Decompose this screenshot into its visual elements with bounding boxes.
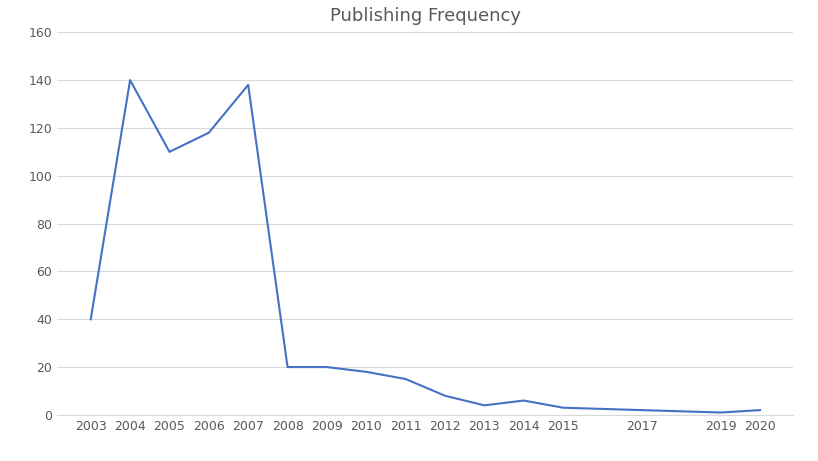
Title: Publishing Frequency: Publishing Frequency bbox=[330, 7, 521, 25]
